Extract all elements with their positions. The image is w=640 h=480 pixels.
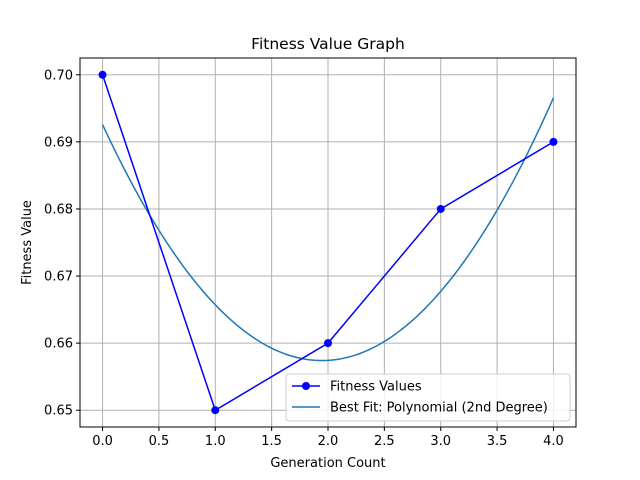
- ticks: 0.0 0.5 1.0 1.5 2.0 2.5 3.0 3.5 4.0 0.65 0.66 0.67 0…: [44, 68, 564, 449]
- y-tick-label: 0.65: [44, 404, 73, 419]
- y-tick-label: 0.69: [44, 135, 73, 150]
- fitness-value-point: [549, 137, 558, 146]
- legend-marker-fitness-values: [302, 382, 310, 390]
- legend-label-best-fit: Best Fit: Polynomial (2nd Degree): [330, 401, 548, 416]
- fitness-value-point: [436, 204, 445, 213]
- fitness-value-point: [324, 339, 332, 348]
- x-tick-label: 3.0: [430, 434, 451, 449]
- series-best-fit-curve: [101, 97, 555, 362]
- x-tick-label: 3.5: [487, 434, 508, 449]
- series-layer: [98, 70, 558, 415]
- x-tick-label: 0.0: [92, 434, 113, 449]
- y-tick-label: 0.66: [44, 337, 73, 352]
- x-tick-label: 1.0: [205, 434, 226, 449]
- y-tick-label: 0.68: [44, 202, 73, 217]
- y-tick-label: 0.70: [44, 68, 73, 83]
- y-axis-label: Fitness Value: [20, 200, 35, 285]
- legend-box: [285, 373, 571, 422]
- legend-label-fitness-values: Fitness Values: [330, 380, 422, 395]
- x-tick-label: 0.5: [149, 434, 170, 449]
- x-tick-label: 2.0: [318, 434, 339, 449]
- x-axis-label: Generation Count: [270, 456, 385, 471]
- legend: Fitness Values Best Fit: Polynomial (2nd…: [285, 373, 571, 422]
- fitness-value-point: [98, 70, 107, 79]
- x-tick-label: 2.5: [374, 434, 395, 449]
- x-tick-label: 4.0: [543, 434, 564, 449]
- fitness-value-point: [211, 406, 220, 415]
- x-tick-label: 1.5: [261, 434, 282, 449]
- y-tick-label: 0.67: [44, 270, 73, 285]
- chart-title: Fitness Value Graph: [251, 35, 405, 53]
